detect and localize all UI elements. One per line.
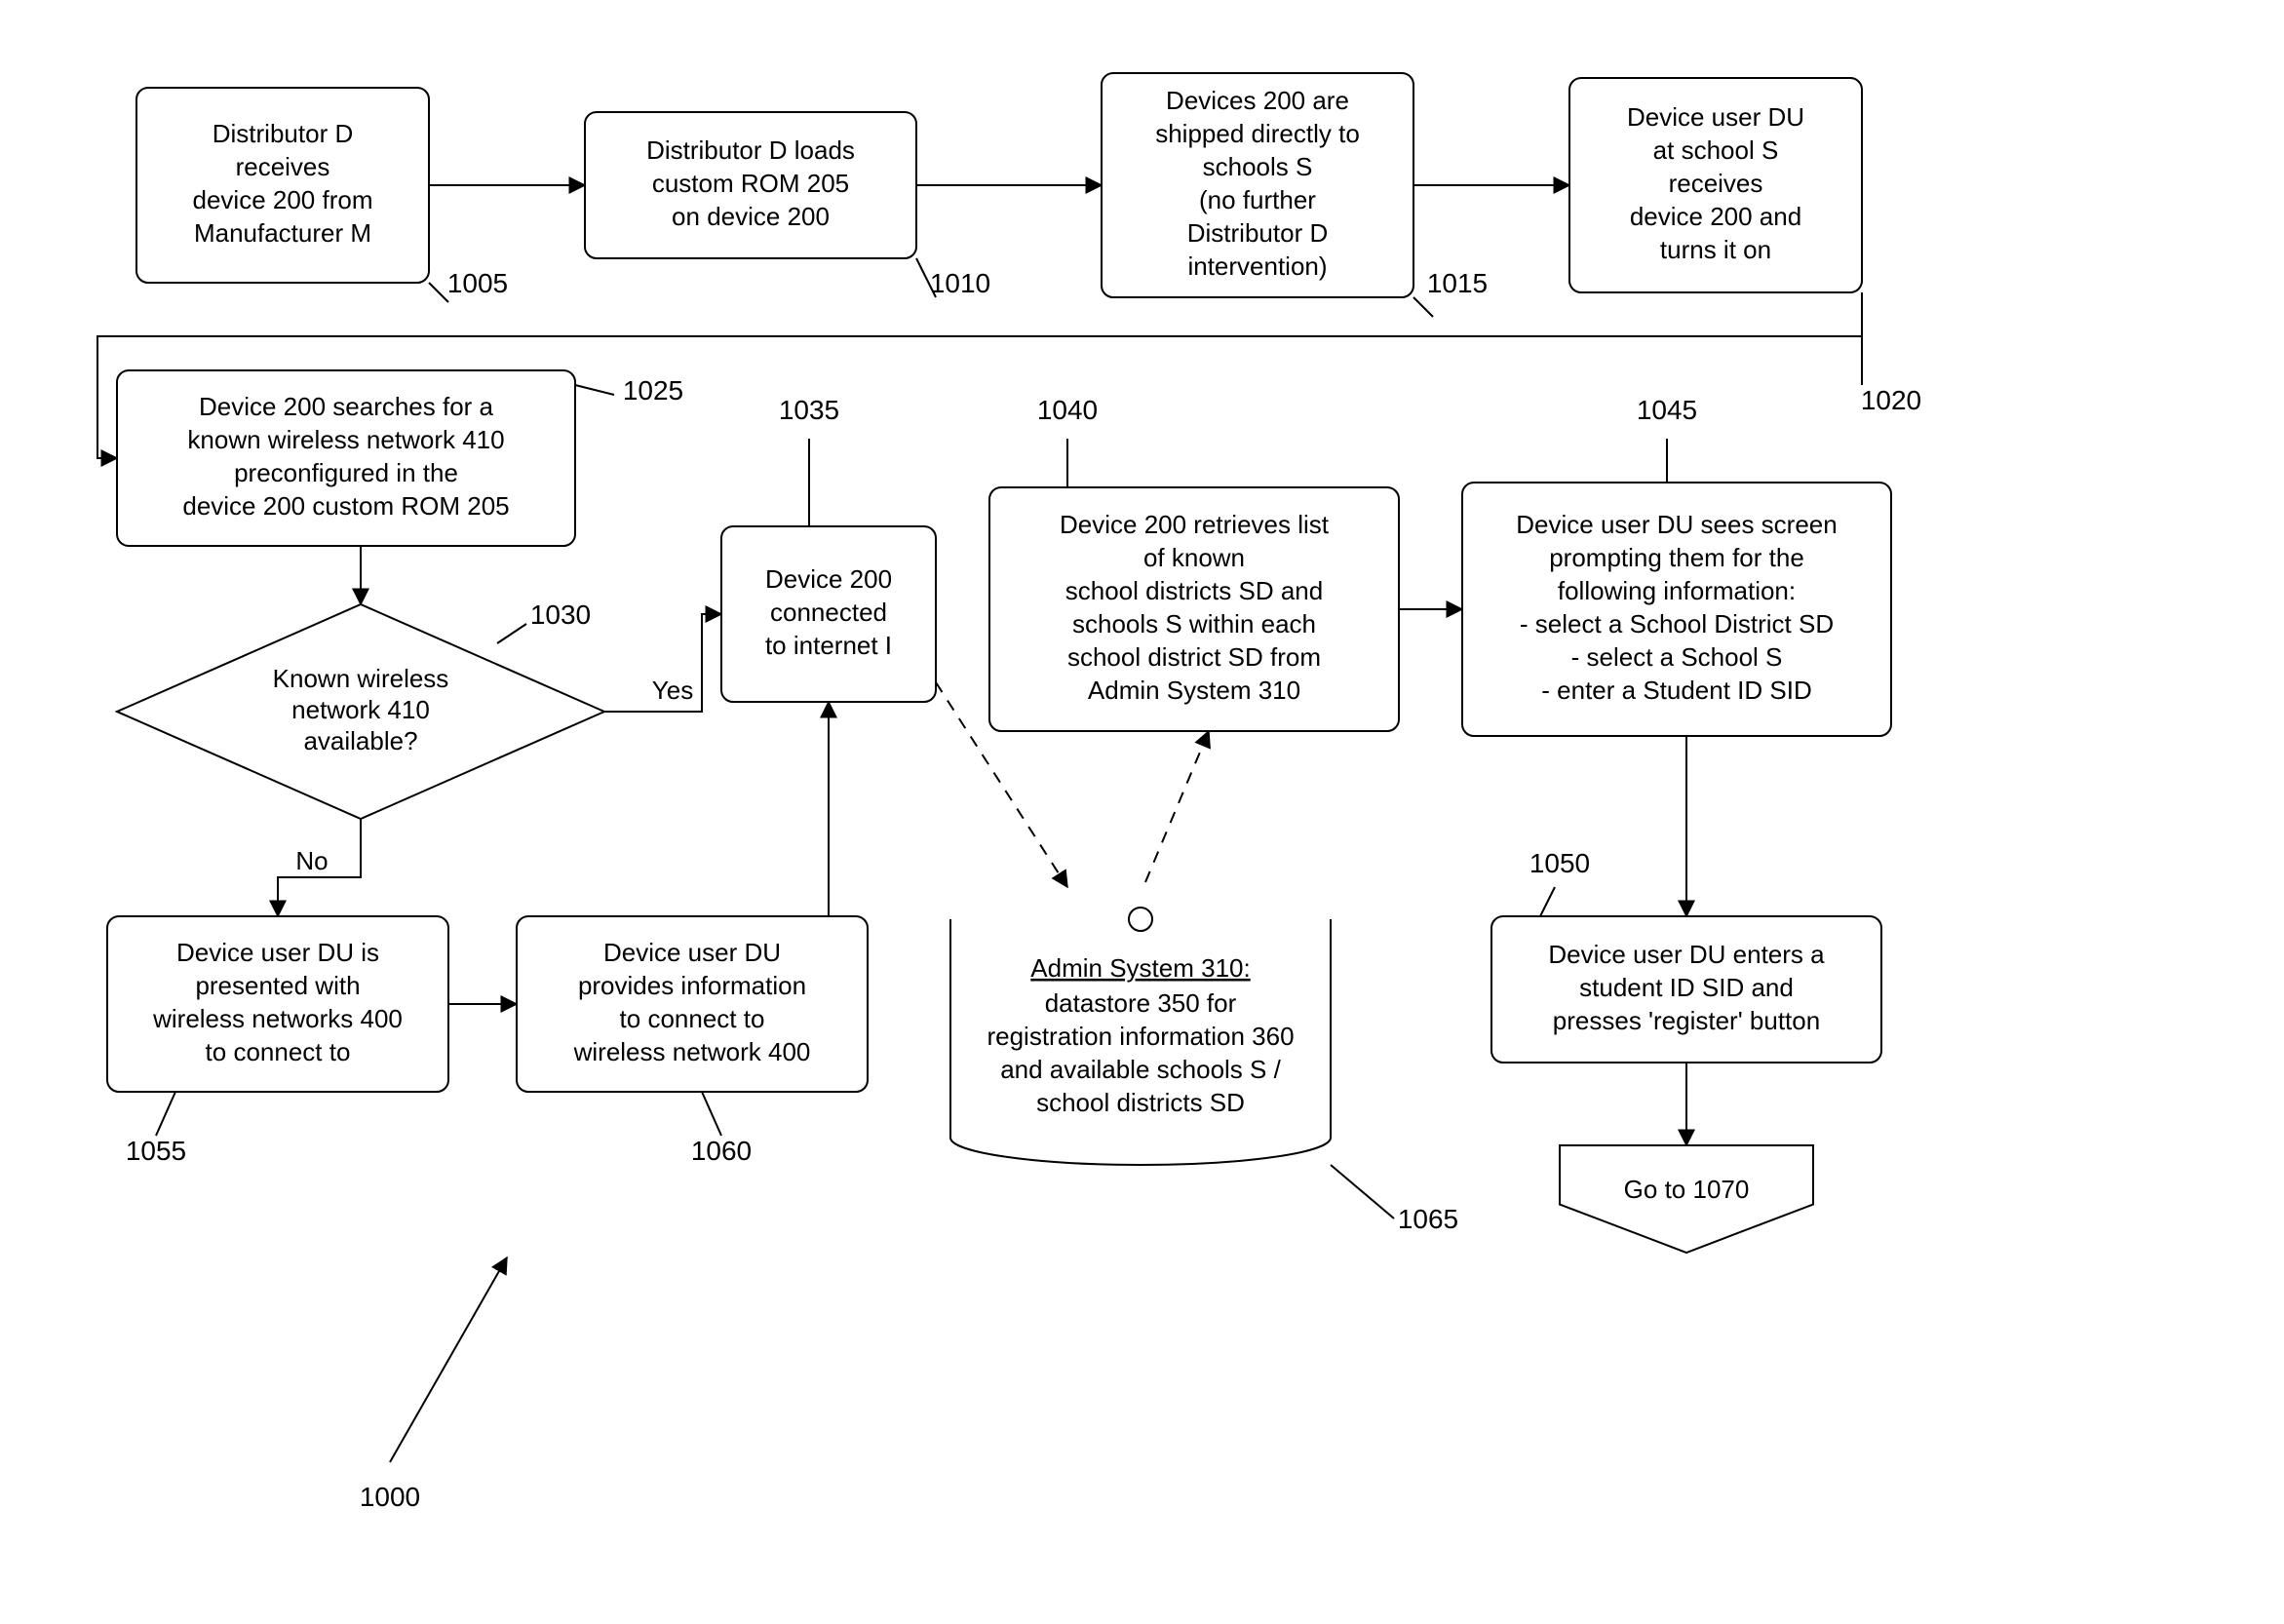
svg-text:1055: 1055	[126, 1136, 186, 1166]
svg-text:Go to 1070: Go to 1070	[1624, 1175, 1750, 1204]
node-n1065: Admin System 310:datastore 350 forregist…	[950, 908, 1331, 1165]
node-n1020: Device user DUat school Sreceivesdevice …	[1569, 78, 1862, 292]
node-goto: Go to 1070	[1560, 1145, 1813, 1253]
edge-n1030-n1055: No	[278, 819, 361, 916]
svg-text:1000: 1000	[360, 1482, 420, 1512]
svg-text:Device user DU enters astudent: Device user DU enters astudent ID SID an…	[1548, 940, 1825, 1035]
node-n1055: Device user DU ispresented withwireless …	[107, 916, 448, 1092]
node-n1040: Device 200 retrieves listof knownschool …	[989, 487, 1399, 731]
svg-text:1005: 1005	[447, 268, 508, 298]
node-fig	[390, 1257, 507, 1462]
ref-n1015: 1015	[1413, 268, 1488, 317]
svg-text:1040: 1040	[1037, 395, 1098, 425]
svg-text:1045: 1045	[1637, 395, 1697, 425]
svg-text:1025: 1025	[623, 375, 683, 406]
svg-text:1020: 1020	[1861, 385, 1921, 415]
node-n1030: Known wirelessnetwork 410available?	[117, 604, 604, 819]
ref-n1060: 1060	[691, 1092, 752, 1166]
flowchart: Yes No Distributor Dreceivesdevice 200 fr…	[0, 0, 2284, 1624]
svg-text:1010: 1010	[930, 268, 990, 298]
ref-n1010: 1010	[916, 258, 990, 298]
node-n1015: Devices 200 areshipped directly toschool…	[1102, 73, 1413, 297]
ref-n1055: 1055	[126, 1092, 186, 1166]
node-n1025: Device 200 searches for aknown wireless …	[117, 370, 575, 546]
ref-n1050: 1050	[1529, 848, 1590, 916]
ref-n1045: 1045	[1637, 395, 1697, 483]
svg-text:Admin System 310:: Admin System 310:	[1030, 953, 1250, 983]
ref-fig: 1000	[360, 1482, 420, 1512]
node-n1035: Device 200connectedto internet I	[721, 526, 936, 702]
svg-text:1050: 1050	[1529, 848, 1590, 878]
svg-text:1015: 1015	[1427, 268, 1488, 298]
node-n1060: Device user DUprovides informationto con…	[517, 916, 868, 1092]
ref-n1020: 1020	[1861, 292, 1921, 415]
svg-text:1035: 1035	[779, 395, 839, 425]
ref-n1030: 1030	[497, 599, 591, 643]
svg-text:Device 200connectedto internet: Device 200connectedto internet I	[765, 564, 892, 660]
svg-text:1065: 1065	[1398, 1204, 1458, 1234]
svg-text:Yes: Yes	[652, 676, 693, 705]
edge-n1065-n1040	[1145, 731, 1209, 882]
svg-text:1030: 1030	[530, 599, 591, 630]
edge-n1030-n1035: Yes	[604, 614, 721, 712]
node-n1005: Distributor Dreceivesdevice 200 fromManu…	[136, 88, 429, 283]
node-n1045: Device user DU sees screenprompting them…	[1462, 483, 1891, 736]
svg-text:Distributor D loadscustom ROM: Distributor D loadscustom ROM 205on devi…	[646, 135, 855, 231]
node-n1050: Device user DU enters astudent ID SID an…	[1491, 916, 1881, 1063]
svg-text:No: No	[295, 846, 328, 875]
ref-n1065: 1065	[1331, 1165, 1458, 1234]
node-n1010: Distributor D loadscustom ROM 205on devi…	[585, 112, 916, 258]
ref-n1040: 1040	[1037, 395, 1098, 487]
ref-n1025: 1025	[575, 375, 683, 406]
ref-n1005: 1005	[429, 268, 508, 302]
ref-n1035: 1035	[779, 395, 839, 526]
svg-text:1060: 1060	[691, 1136, 752, 1166]
